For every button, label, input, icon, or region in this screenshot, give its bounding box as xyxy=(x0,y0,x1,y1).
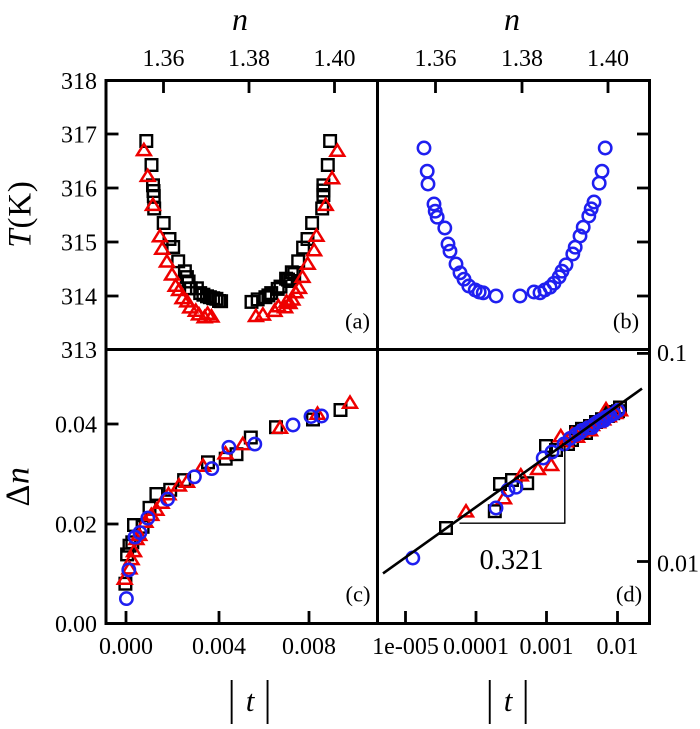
svg-text:Δn: Δn xyxy=(0,467,37,507)
svg-text:0.0001: 0.0001 xyxy=(443,634,509,660)
svg-text:1.40: 1.40 xyxy=(314,46,356,72)
svg-text:(a): (a) xyxy=(345,309,370,334)
svg-text:1.38: 1.38 xyxy=(501,46,543,72)
svg-text:(d): (d) xyxy=(616,582,642,607)
svg-text:0.321: 0.321 xyxy=(479,545,543,576)
svg-text:314: 314 xyxy=(61,285,97,311)
svg-text:0.01: 0.01 xyxy=(597,634,639,660)
svg-text:316: 316 xyxy=(61,177,97,203)
svg-text:0.01: 0.01 xyxy=(657,552,699,578)
svg-text:0.02: 0.02 xyxy=(55,513,97,539)
svg-text:1.38: 1.38 xyxy=(228,46,270,72)
svg-text:0.008: 0.008 xyxy=(282,634,336,660)
svg-text:T(K): T(K) xyxy=(3,180,39,247)
svg-text:n: n xyxy=(504,1,520,37)
svg-text:318: 318 xyxy=(61,69,97,95)
svg-text:1.40: 1.40 xyxy=(587,46,629,72)
svg-text:317: 317 xyxy=(61,123,97,149)
svg-text:0.04: 0.04 xyxy=(55,413,97,439)
svg-text:1.36: 1.36 xyxy=(415,46,457,72)
svg-text:1e-005: 1e-005 xyxy=(372,634,439,660)
svg-text:0.000: 0.000 xyxy=(99,634,153,660)
svg-text:n: n xyxy=(232,1,248,37)
svg-text:t: t xyxy=(246,683,256,718)
svg-text:0.1: 0.1 xyxy=(657,341,687,367)
svg-text:(b): (b) xyxy=(613,309,639,334)
svg-text:1.36: 1.36 xyxy=(143,46,185,72)
svg-text:0.00: 0.00 xyxy=(55,612,97,638)
svg-text:0.004: 0.004 xyxy=(192,634,246,660)
svg-text:315: 315 xyxy=(61,231,97,257)
svg-text:313: 313 xyxy=(61,338,97,364)
svg-text:0.001: 0.001 xyxy=(520,634,574,660)
svg-text:(c): (c) xyxy=(346,582,371,607)
svg-text:t: t xyxy=(504,683,514,718)
